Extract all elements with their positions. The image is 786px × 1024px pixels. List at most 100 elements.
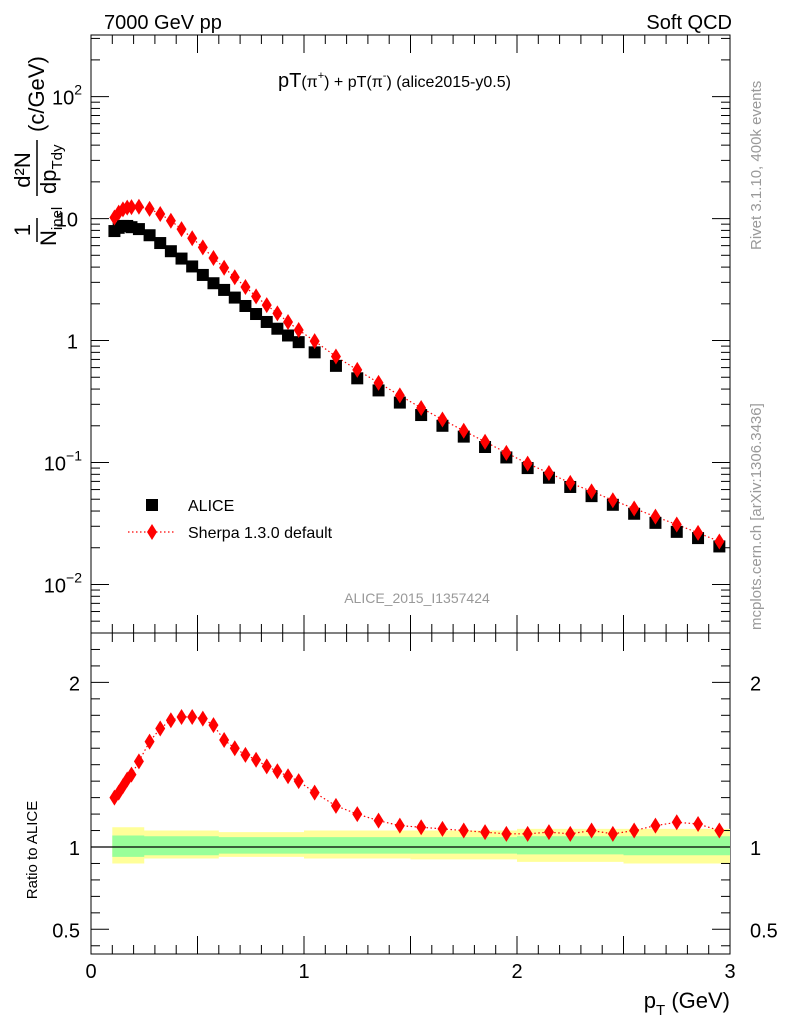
sherpa-point	[240, 278, 251, 295]
x-tick-labels: 0 1 2 3	[85, 961, 735, 983]
ratio-point	[155, 720, 166, 737]
ratio-point	[607, 825, 618, 842]
ratio-point	[176, 708, 187, 725]
ratio-y-tick-label-left: 0.5	[52, 920, 80, 942]
ratio-point	[437, 820, 448, 837]
xlabel-t: T	[656, 1002, 665, 1019]
ratio-point	[586, 822, 597, 839]
alice-point	[292, 336, 305, 349]
xlabel-p: p	[644, 988, 656, 1013]
ratio-point	[394, 817, 405, 834]
alice-point	[186, 260, 199, 273]
header-left: 7000 GeV pp	[104, 12, 222, 34]
main-plot-frame	[90, 34, 731, 634]
ylabel-n: Ninel	[36, 207, 66, 246]
alice-point	[154, 237, 167, 250]
title-part-e: + pT(π	[329, 74, 382, 91]
ylabel-dp: dpTdy	[36, 144, 66, 194]
title-part-a: pT	[278, 70, 301, 92]
alice-point	[282, 329, 295, 342]
title-part-c: +	[318, 70, 324, 82]
alice-point	[250, 308, 263, 321]
alice-point	[207, 277, 220, 290]
ratio-point	[693, 815, 704, 832]
ylabel-inel: inel	[49, 207, 66, 230]
sherpa-point	[309, 333, 320, 350]
sherpa-point	[522, 455, 533, 472]
ratio-point	[283, 768, 294, 785]
sherpa-point	[373, 374, 384, 391]
main-y-axis-label: 1 Ninel d²N dpTdy (c/GeV)	[10, 56, 66, 246]
ratio-point	[219, 732, 230, 748]
alice-point	[329, 359, 342, 372]
sherpa-point	[543, 465, 554, 482]
main-y-tick-label: 10	[56, 210, 78, 232]
sherpa-point	[629, 500, 640, 517]
ratio-point	[165, 712, 176, 729]
ratio-point	[197, 710, 208, 727]
legend-marker-sherpa	[147, 524, 157, 540]
ratio-plot-frame	[90, 632, 731, 955]
ratio-point	[240, 746, 251, 763]
main-y-tick-label: 1	[67, 332, 78, 354]
sherpa-point	[501, 444, 512, 461]
sherpa-point	[394, 387, 405, 404]
ratio-point	[522, 825, 533, 842]
ratio-point	[416, 819, 427, 836]
ratio-point	[126, 766, 137, 783]
ratio-point	[272, 763, 283, 780]
ratio-point	[229, 740, 240, 757]
xlabel-unit: (GeV)	[665, 988, 730, 1013]
legend-label-sherpa: Sherpa 1.3.0 default	[188, 525, 333, 542]
side-label-top: Rivet 3.1.10, 400k events	[748, 81, 765, 250]
x-tick-label: 0	[85, 961, 96, 983]
ratio-y-tick-label-left: 2	[69, 673, 80, 695]
sherpa-point	[176, 221, 187, 238]
sherpa-point	[650, 508, 661, 525]
alice-point	[308, 346, 321, 359]
sherpa-point	[229, 269, 240, 286]
alice-point	[260, 315, 273, 328]
main-y-tick-label: 10−1	[44, 448, 82, 476]
ratio-point	[187, 708, 198, 725]
x-tick-label: 2	[511, 961, 522, 983]
ratio-point	[261, 758, 272, 775]
ratio-y-tick-label-right: 0.5	[750, 920, 778, 942]
sherpa-point	[458, 422, 469, 439]
sherpa-point	[607, 492, 618, 509]
alice-point	[271, 322, 284, 335]
legend-marker-alice	[146, 499, 158, 511]
ratio-point	[714, 822, 725, 839]
sherpa-point	[133, 198, 144, 215]
title-part-h: (alice2015-y0.5)	[392, 74, 511, 91]
sherpa-point	[283, 313, 294, 330]
alice-point	[132, 223, 145, 236]
ratio-point	[122, 771, 133, 788]
alice-point	[218, 283, 231, 296]
stat-uncertainty-band	[112, 835, 731, 857]
sherpa-point	[261, 297, 272, 314]
title-part-b: (π	[301, 74, 317, 91]
ratio-y-tick-label-right: 2	[750, 673, 761, 695]
ratio-point	[352, 806, 363, 823]
ratio-y-tick-labels: 0.5 0.5 1 1 2 2	[52, 673, 778, 942]
ratio-point	[565, 825, 576, 842]
ratio-point	[543, 824, 554, 841]
title-part-f: -	[383, 70, 387, 82]
sherpa-point	[197, 239, 208, 256]
ratio-ticks	[90, 633, 731, 954]
ratio-point	[501, 825, 512, 842]
ratio-point	[629, 822, 640, 839]
sherpa-point	[155, 206, 166, 223]
ratio-point	[480, 824, 491, 841]
alice-point	[239, 299, 252, 312]
sherpa-point	[126, 199, 137, 216]
alice-point	[351, 372, 364, 385]
sherpa-point	[693, 524, 704, 541]
analysis-label: ALICE_2015_I1357424	[344, 590, 490, 606]
sherpa-point	[480, 433, 491, 450]
ratio-point	[208, 717, 219, 734]
side-label-bottom: mcplots.cern.ch [arXiv:1306.3436]	[748, 403, 765, 630]
sherpa-point	[272, 305, 283, 322]
alice-point	[228, 291, 241, 304]
